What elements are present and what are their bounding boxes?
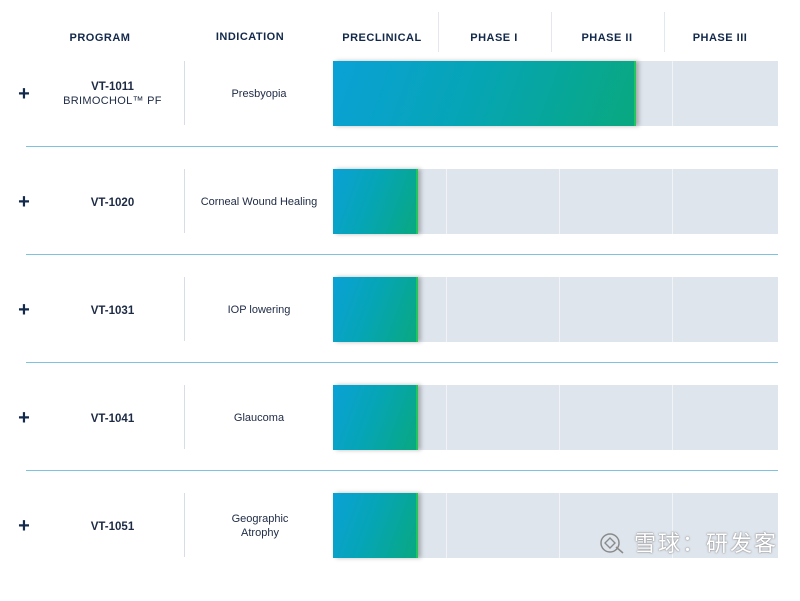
program-code: VT-1020 (90, 197, 135, 209)
expand-plus-icon[interactable]: + (18, 191, 30, 213)
phase-gridline (559, 277, 560, 342)
phase-gridline (559, 493, 560, 558)
phase-gridline (672, 61, 673, 126)
cell-divider (184, 277, 185, 341)
phase-progress-track (333, 169, 778, 234)
pipeline-row: + VT-1031 IOP lowering (0, 277, 800, 385)
column-header-program: PROGRAM (69, 32, 131, 44)
snowball-logo-icon (600, 533, 624, 554)
row-divider (26, 362, 778, 363)
expand-plus-icon[interactable]: + (18, 83, 30, 105)
column-header-preclinical: PRECLINICAL (342, 32, 422, 44)
program-cell: VT-1041 (45, 412, 180, 426)
program-cell: VT-1011 BRIMOCHOL™ PF (45, 80, 180, 108)
expand-plus-icon[interactable]: + (18, 407, 30, 429)
phase-progress-bar (333, 169, 418, 234)
pipeline-row: + VT-1011 BRIMOCHOL™ PF Presbyopia (0, 61, 800, 169)
column-header-phase-1: PHASE I (470, 32, 518, 44)
expand-plus-icon[interactable]: + (18, 515, 30, 537)
program-code: VT-1011 (91, 81, 134, 93)
phase-progress-bar (333, 385, 418, 450)
header-divider (438, 12, 439, 52)
phase-gridline (672, 385, 673, 450)
program-code: VT-1031 (90, 305, 135, 317)
program-brand-name: BRIMOCHOL™ PF (63, 95, 162, 107)
watermark-text: 雪球：研发客 (633, 532, 778, 557)
indication-cell: Presbyopia (231, 88, 287, 100)
phase-gridline (559, 169, 560, 234)
expand-plus-icon[interactable]: + (18, 299, 30, 321)
phase-gridline (559, 385, 560, 450)
column-header-indication: INDICATION (215, 31, 285, 43)
cell-divider (184, 493, 185, 557)
header-divider (664, 12, 665, 52)
phase-progress-track (333, 385, 778, 450)
program-code: VT-1041 (90, 413, 135, 425)
phase-gridline (672, 277, 673, 342)
phase-gridline (672, 493, 673, 558)
cell-divider (184, 385, 185, 449)
phase-gridline (446, 493, 447, 558)
cell-divider (184, 61, 185, 125)
header-divider (551, 12, 552, 52)
phase-progress-bar (333, 277, 418, 342)
phase-gridline (446, 385, 447, 450)
program-cell: VT-1020 (45, 196, 180, 210)
pipeline-row: + VT-1020 Corneal Wound Healing (0, 169, 800, 277)
cell-divider (184, 169, 185, 233)
pipeline-row: + VT-1051 Geographic Atrophy (0, 493, 800, 601)
indication-cell: Glaucoma (233, 412, 285, 424)
phase-progress-track (333, 277, 778, 342)
phase-progress-bar (333, 493, 418, 558)
phase-progress-track (333, 61, 778, 126)
column-header-phase-2: PHASE II (581, 32, 633, 44)
program-code: VT-1051 (90, 521, 135, 533)
watermark: 雪球：研发客 (599, 526, 778, 558)
program-cell: VT-1051 (45, 520, 180, 534)
row-divider (26, 254, 778, 255)
phase-progress-track (333, 493, 778, 558)
phase-gridline (672, 169, 673, 234)
phase-progress-bar (333, 61, 636, 126)
indication-cell: Geographic Atrophy (231, 513, 289, 539)
pipeline-row: + VT-1041 Glaucoma (0, 385, 800, 493)
phase-gridline (446, 169, 447, 234)
row-divider (26, 470, 778, 471)
program-cell: VT-1031 (45, 304, 180, 318)
indication-cell: IOP lowering (227, 304, 291, 316)
row-divider (26, 146, 778, 147)
indication-cell: Corneal Wound Healing (200, 196, 318, 208)
column-header-phase-3: PHASE III (692, 32, 748, 44)
phase-gridline (446, 277, 447, 342)
